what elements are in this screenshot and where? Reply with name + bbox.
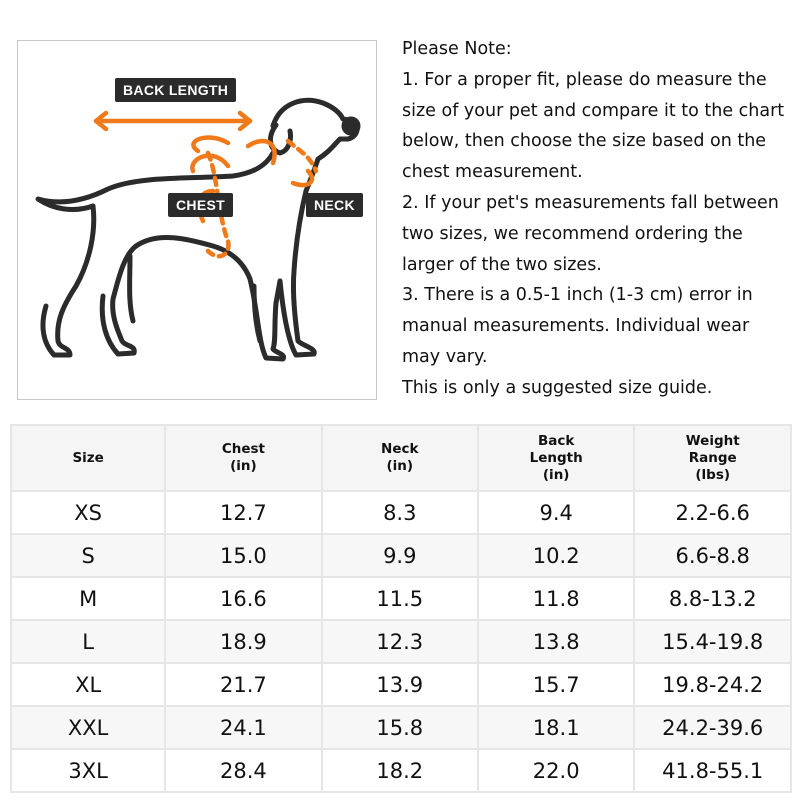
- table-cell: 8.8-13.2: [633, 576, 792, 621]
- column-header: Chest (in): [164, 424, 323, 492]
- table-cell: 21.7: [164, 662, 323, 707]
- table-cell: 11.8: [476, 576, 636, 621]
- note-line: size of your pet and compare it to the c…: [402, 100, 785, 121]
- table-cell: 9.4: [476, 490, 636, 535]
- table-row: XS 12.7 8.3 9.4 2.2-6.6: [9, 490, 792, 535]
- table-cell: XXL: [9, 705, 167, 750]
- table-cell: 22.0: [476, 748, 636, 793]
- table-row: XL 21.7 13.9 15.7 19.8-24.2: [9, 662, 792, 707]
- column-header-line: (in): [386, 458, 414, 474]
- table-cell: 15.7: [476, 662, 636, 707]
- dog-measurement-diagram: BACK LENGTH CHEST NECK: [17, 40, 377, 400]
- column-header-line: Back: [537, 432, 575, 449]
- size-note: Please Note: 1. For a proper fit, please…: [402, 34, 797, 404]
- column-header-line: (in): [542, 466, 570, 483]
- table-cell: 12.3: [320, 619, 479, 664]
- column-header-line: Size: [72, 449, 104, 466]
- column-header-line: Neck: [381, 441, 419, 457]
- column-header-line: Chest: [221, 441, 265, 457]
- note-title: Please Note:: [402, 39, 512, 59]
- table-cell: 2.2-6.6: [633, 490, 792, 535]
- table-cell: S: [9, 533, 167, 578]
- table-cell: 41.8-55.1: [633, 748, 792, 793]
- size-chart-table: Size Chest (in) Neck (in) Back Length (in) Weigh…: [9, 424, 792, 793]
- table-cell: 18.2: [320, 748, 479, 793]
- note-line: This is only a suggested size guide.: [402, 377, 713, 398]
- table-row: M 16.6 11.5 11.8 8.8-13.2: [9, 576, 792, 621]
- table-cell: 11.5: [320, 576, 479, 621]
- table-header-row: Size Chest (in) Neck (in) Back Length (in) Weigh…: [9, 424, 792, 492]
- table-cell: 8.3: [320, 490, 479, 535]
- note-line: below, then choose the size based on the: [402, 131, 767, 152]
- table-cell: 12.7: [164, 490, 323, 535]
- column-header-line: Weight: [685, 432, 740, 449]
- dog-outline-icon: [35, 97, 361, 362]
- table-cell: 24.2-39.6: [633, 705, 792, 750]
- table-cell: 16.6: [164, 576, 323, 621]
- table-cell: 18.1: [476, 705, 636, 750]
- note-line: 1. For a proper fit, please do measure t…: [402, 69, 767, 90]
- table-cell: 10.2: [476, 533, 636, 578]
- table-cell: 3XL: [9, 748, 167, 793]
- chest-label: CHEST: [168, 193, 233, 217]
- table-cell: 18.9: [164, 619, 323, 664]
- column-header: Size: [9, 424, 167, 492]
- table-cell: 13.8: [476, 619, 636, 664]
- table-cell: 19.8-24.2: [633, 662, 792, 707]
- table-cell: 15.8: [320, 705, 479, 750]
- note-line: larger of the two sizes.: [402, 254, 602, 275]
- table-cell: 9.9: [320, 533, 479, 578]
- table-cell: L: [9, 619, 167, 664]
- note-line: manual measurements. Individual wear: [402, 316, 750, 337]
- note-line: chest measurement.: [402, 162, 583, 183]
- note-line: 2. If your pet's measurements fall betwe…: [402, 192, 779, 213]
- column-header-line: (in): [230, 458, 257, 474]
- column-header: Weight Range (lbs): [633, 424, 792, 492]
- note-line: may vary.: [402, 346, 488, 367]
- table-row: XXL 24.1 15.8 18.1 24.2-39.6: [9, 705, 792, 750]
- column-header-line: (lbs): [695, 466, 731, 483]
- column-header: Neck (in): [320, 424, 479, 492]
- table-cell: XL: [9, 662, 167, 707]
- column-header-line: Length: [529, 449, 583, 466]
- table-cell: 15.0: [164, 533, 323, 578]
- table-cell: M: [9, 576, 167, 621]
- table-row: L 18.9 12.3 13.8 15.4-19.8: [9, 619, 792, 664]
- note-line: two sizes, we recommend ordering the: [402, 223, 743, 244]
- table-cell: 15.4-19.8: [633, 619, 792, 664]
- table-cell: XS: [9, 490, 167, 535]
- table-cell: 6.6-8.8: [633, 533, 792, 578]
- table-cell: 24.1: [164, 705, 323, 750]
- table-cell: 28.4: [164, 748, 323, 793]
- table-cell: 13.9: [320, 662, 479, 707]
- back-length-label: BACK LENGTH: [115, 78, 237, 102]
- table-row: 3XL 28.4 18.2 22.0 41.8-55.1: [9, 748, 792, 793]
- neck-label: NECK: [306, 193, 363, 217]
- table-row: S 15.0 9.9 10.2 6.6-8.8: [9, 533, 792, 578]
- note-line: 3. There is a 0.5-1 inch (1-3 cm) error …: [402, 285, 753, 306]
- column-header: Back Length (in): [476, 424, 636, 492]
- column-header-line: Range: [688, 449, 737, 466]
